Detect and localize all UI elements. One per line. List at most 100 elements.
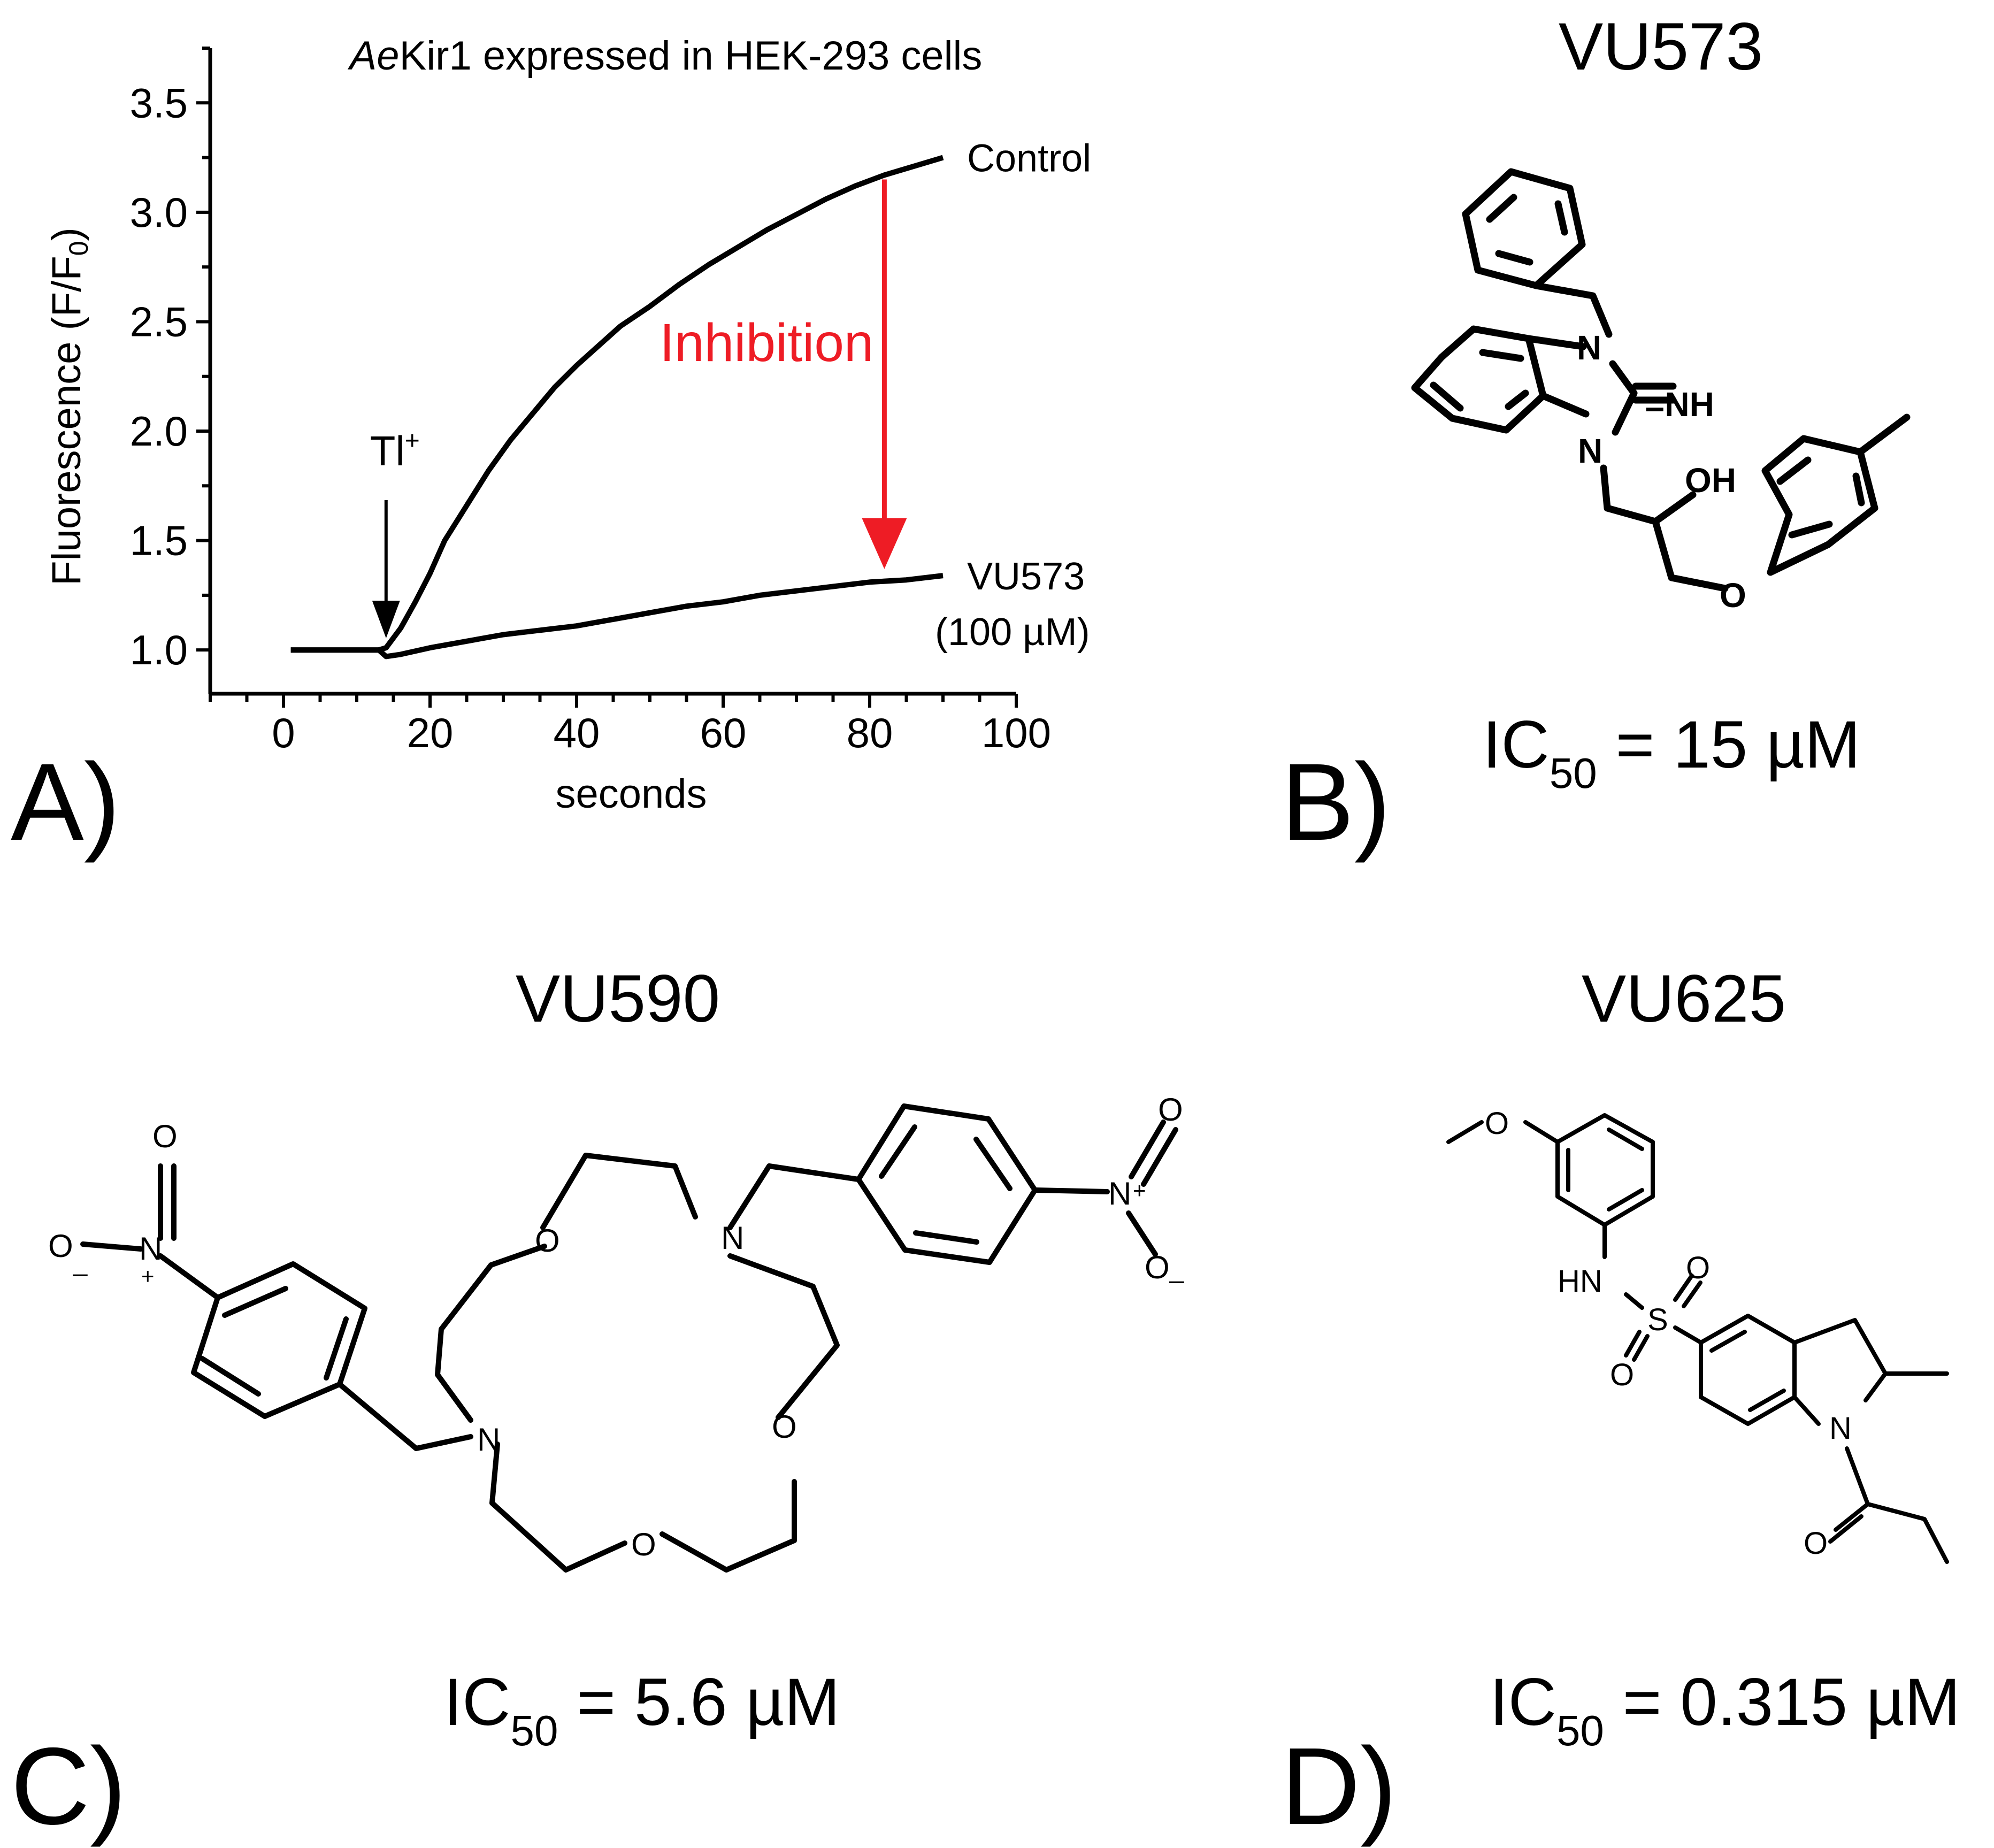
panel-a-letter: A): [11, 741, 120, 863]
vu573-cresol-ring: [1761, 435, 1878, 576]
vu590-structure: [80, 1103, 1178, 1573]
x-tick-label: 20: [407, 709, 454, 756]
vu573-atom-oh: OH: [1685, 461, 1736, 500]
vu573-ic50-value: = 15 µM: [1597, 708, 1860, 782]
vu573-atom-n1: N: [1577, 328, 1601, 367]
panel-c-letter: C): [11, 1725, 126, 1847]
tl-arrow-head: [372, 601, 400, 639]
vu625-sulfonyl: [1624, 1274, 1703, 1362]
vu590-atom-left-n: N: [139, 1231, 162, 1267]
vu573-atom-nh: =NH: [1645, 385, 1714, 424]
vu573-imine: [1632, 382, 1677, 404]
vu590-atom-n-bottom: N: [477, 1422, 500, 1458]
panel-d-letter: D): [1281, 1725, 1397, 1847]
vu590-atom-right-minus: –: [1169, 1265, 1184, 1295]
vu625-indoline-benzo: [1699, 1314, 1797, 1426]
inhibition-arrow-head: [862, 518, 907, 569]
vu573-chain: [1600, 464, 1729, 592]
vu590-left-ch2: [337, 1382, 473, 1451]
vu625-atom-so-bottom: O: [1610, 1358, 1634, 1392]
panel-b: B) VU573 IC50 = 15 µM N N =NH OH O: [1281, 10, 1911, 863]
vu590-atom-left-minus: –: [73, 1258, 88, 1288]
series-label-vu573: VU573: [967, 555, 1085, 598]
vu590-atom-o3: O: [631, 1527, 656, 1562]
vu590-left-nitro: [80, 1163, 220, 1300]
y-tick-label: 2.0: [130, 408, 188, 455]
vu590-atom-right-plus: +: [1133, 1178, 1146, 1203]
series-line-control: [290, 155, 944, 653]
vu573-ic50-prefix: IC: [1483, 708, 1550, 782]
vu625-atom-methoxy-o: O: [1485, 1106, 1509, 1141]
vu590-atom-left-o-top: O: [152, 1118, 178, 1154]
chart-ylabel: Fluorescence (F/F0): [44, 227, 94, 586]
vu590-atom-left-plus: +: [141, 1263, 155, 1289]
vu573-title: VU573: [1559, 10, 1763, 84]
vu573-ic50: IC50 = 15 µM: [1483, 708, 1860, 797]
vu573-benzo-inner: [1430, 349, 1529, 412]
vu590-atom-o1: O: [535, 1223, 560, 1259]
vu573-structure: [1411, 168, 1911, 592]
vu590-right-ring-inner: [879, 1124, 1013, 1245]
vu573-imidazole: [1525, 335, 1590, 418]
chart-xlabel: seconds: [555, 771, 707, 817]
vu573-atom-labels: N N =NH OH O: [1577, 328, 1746, 615]
vu573-benzo-ring: [1411, 325, 1547, 434]
vu625-aryl-inner: [1566, 1128, 1644, 1211]
vu573-benzyl-ring-inner: [1486, 194, 1568, 266]
panel-b-letter: B): [1281, 741, 1391, 863]
vu625-atom-hn: HN: [1558, 1264, 1602, 1299]
vu573-benzyl-ring: [1462, 168, 1586, 289]
x-tick-label: 40: [554, 709, 600, 756]
vu590-atom-right-o-minus: O: [1145, 1249, 1170, 1285]
vu625-ic50-sub: 50: [1556, 1707, 1604, 1754]
vu625-ic50-value: = 0.315 µM: [1604, 1665, 1960, 1739]
vu573-atom-n2: N: [1578, 432, 1602, 470]
vu590-right-nitro: [1032, 1119, 1178, 1257]
vu573-ic50-sub: 50: [1550, 749, 1597, 797]
vu625-atom-n: N: [1829, 1411, 1852, 1446]
vu590-atom-right-o-top: O: [1158, 1092, 1183, 1128]
vu625-atom-so-top: O: [1686, 1251, 1710, 1285]
vu590-ic50-sub: 50: [510, 1707, 558, 1754]
vu573-atom-o: O: [1720, 576, 1746, 615]
chart-series: Control VU573 (100 µM): [290, 137, 1091, 660]
panel-d: D) VU625 IC50 = 0.315 µM O HN S O O N O: [1281, 962, 1960, 1847]
x-tick-label: 100: [981, 709, 1051, 756]
chart-ylabel-main: Fluorescence (F/F: [44, 256, 89, 586]
vu625-ic50-prefix: IC: [1490, 1665, 1556, 1739]
vu625-aryl-ring: [1555, 1113, 1655, 1227]
vu573-methyl: [1857, 413, 1911, 456]
vu625-amide: [1828, 1446, 1949, 1564]
y-tick-label: 3.5: [130, 79, 188, 126]
series-sublabel-vu573: (100 µM): [935, 611, 1090, 654]
chart-ylabel-close: ): [44, 227, 89, 241]
vu590-atom-o2: O: [772, 1409, 797, 1445]
chart-ylabel-sub: 0: [64, 241, 94, 256]
vu625-atom-amide-o: O: [1804, 1526, 1828, 1561]
vu625-methoxy: [1446, 1120, 1560, 1144]
vu590-ic50: IC50 = 5.6 µM: [443, 1665, 840, 1754]
tl-label: Tl+: [370, 427, 420, 474]
vu590-macrocycle: [435, 1153, 840, 1573]
vu625-structure: [1446, 1113, 1949, 1564]
vu625-indoline-benzo-inner: [1709, 1330, 1786, 1412]
vu590-atom-n-top: N: [721, 1220, 744, 1256]
vu590-title: VU590: [516, 962, 720, 1036]
chart-title-rest: Kir1 expressed in HEK-293 cells: [400, 33, 983, 79]
y-tick-label: 1.0: [130, 626, 188, 673]
tl-label-superscript: +: [405, 427, 420, 455]
vu590-atom-left-o-minus: O: [48, 1228, 73, 1264]
vu573-c2: [1609, 360, 1638, 436]
x-tick-label: 60: [700, 709, 747, 756]
vu625-atom-labels: O HN S O O N O: [1485, 1106, 1852, 1561]
inhibition-label: Inhibition: [659, 313, 873, 373]
chart-title-italic: Ae: [348, 33, 400, 79]
vu590-left-ring-inner: [200, 1286, 349, 1397]
vu573-cresol-inner: [1776, 456, 1865, 539]
chart-title: AeKir1 expressed in HEK-293 cells: [348, 33, 983, 79]
chart-axes: 0 20 40 60 80 100 1.0 1.5 2.0 2.5 3.0 3.5: [130, 47, 1051, 756]
vu573-ch2: [1532, 282, 1613, 338]
y-tick-label: 3.0: [130, 189, 188, 236]
series-line-vu573: [290, 573, 944, 660]
